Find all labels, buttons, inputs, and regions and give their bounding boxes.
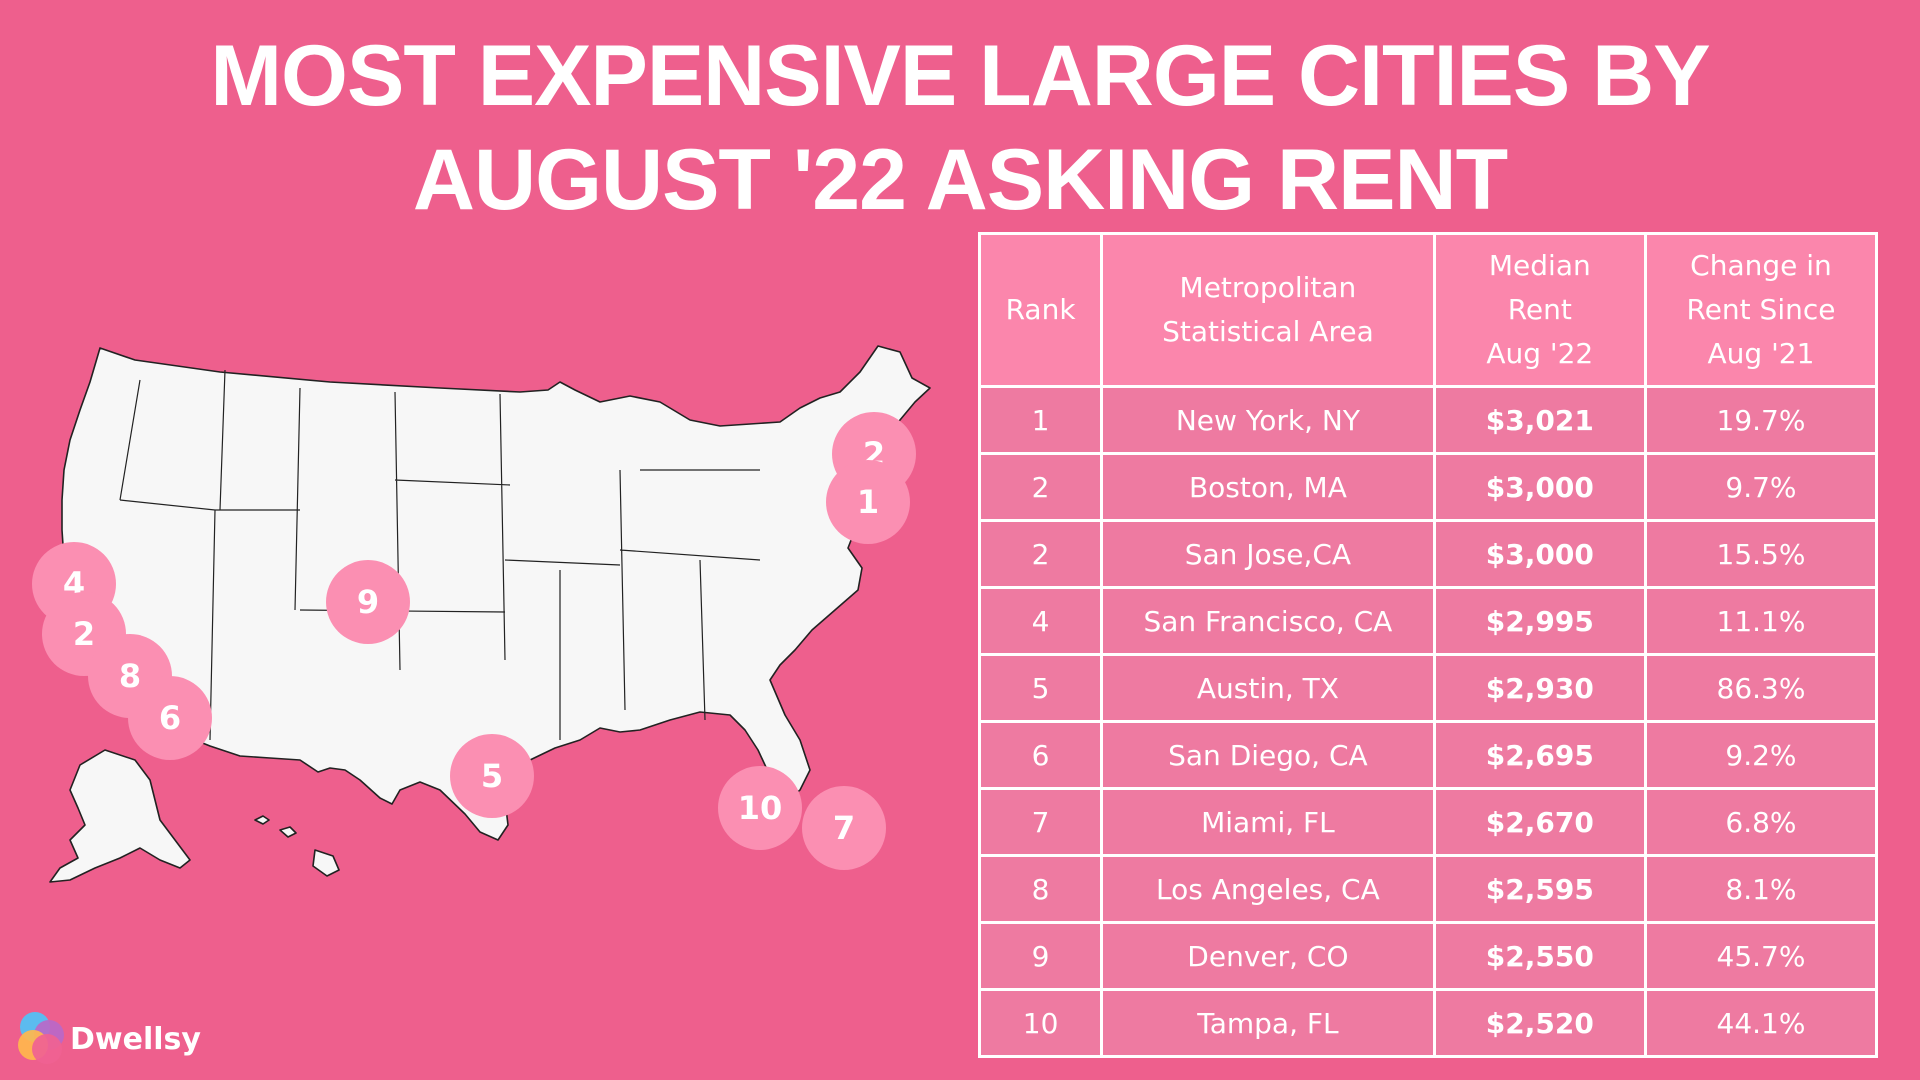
marker-miami: 7 <box>802 786 886 870</box>
table-row: 10 Tampa, FL $2,520 44.1% <box>977 988 1879 1058</box>
title-line-1: MOST EXPENSIVE LARGE CITIES BY <box>210 28 1710 124</box>
table-row: 2 Boston, MA $3,000 9.7% <box>977 452 1879 522</box>
cell-rank: 6 <box>977 720 1104 790</box>
cell-change: 19.7% <box>1643 385 1879 455</box>
cell-rank: 1 <box>977 385 1104 455</box>
cell-change: 44.1% <box>1643 988 1879 1058</box>
cell-change: 8.1% <box>1643 854 1879 924</box>
table-row: 9 Denver, CO $2,550 45.7% <box>977 921 1879 991</box>
table-row: 6 San Diego, CA $2,695 9.2% <box>977 720 1879 790</box>
cell-rent: $2,550 <box>1432 921 1647 991</box>
title-line-2: AUGUST '22 ASKING RENT <box>412 132 1508 228</box>
header-area: Metropolitan Statistical Area <box>1100 232 1436 388</box>
dwellsy-logo: Dwellsy <box>16 1012 201 1066</box>
cell-change: 9.2% <box>1643 720 1879 790</box>
cell-area: Tampa, FL <box>1100 988 1436 1058</box>
cell-area: San Francisco, CA <box>1100 586 1436 656</box>
table-row: 5 Austin, TX $2,930 86.3% <box>977 653 1879 723</box>
cell-rent: $2,695 <box>1432 720 1647 790</box>
cell-area: San Jose,CA <box>1100 519 1436 589</box>
cell-area: Austin, TX <box>1100 653 1436 723</box>
table-header-row: Rank Metropolitan Statistical Area Media… <box>977 232 1879 388</box>
cell-area: Los Angeles, CA <box>1100 854 1436 924</box>
cell-change: 11.1% <box>1643 586 1879 656</box>
cell-rent: $2,670 <box>1432 787 1647 857</box>
cell-area: New York, NY <box>1100 385 1436 455</box>
marker-tampa: 10 <box>718 766 802 850</box>
dwellsy-logo-icon <box>16 1012 64 1066</box>
table-row: 8 Los Angeles, CA $2,595 8.1% <box>977 854 1879 924</box>
alaska-shape <box>49 749 191 883</box>
table-row: 7 Miami, FL $2,670 6.8% <box>977 787 1879 857</box>
cell-rent: $3,021 <box>1432 385 1647 455</box>
rent-table: Rank Metropolitan Statistical Area Media… <box>977 232 1879 1058</box>
cell-area: Denver, CO <box>1100 921 1436 991</box>
cell-change: 6.8% <box>1643 787 1879 857</box>
cell-rank: 8 <box>977 854 1104 924</box>
cell-area: San Diego, CA <box>1100 720 1436 790</box>
header-rank: Rank <box>977 232 1104 388</box>
cell-change: 45.7% <box>1643 921 1879 991</box>
cell-area: Boston, MA <box>1100 452 1436 522</box>
cell-rent: $2,930 <box>1432 653 1647 723</box>
cell-rent: $2,520 <box>1432 988 1647 1058</box>
cell-change: 86.3% <box>1643 653 1879 723</box>
cell-rank: 10 <box>977 988 1104 1058</box>
page-title: MOST EXPENSIVE LARGE CITIES BY AUGUST '2… <box>0 24 1920 232</box>
us-map: 2 1 4 2 8 6 9 5 10 7 <box>0 320 980 920</box>
table-row: 4 San Francisco, CA $2,995 11.1% <box>977 586 1879 656</box>
cell-rank: 7 <box>977 787 1104 857</box>
marker-san-diego: 6 <box>128 676 212 760</box>
cell-change: 15.5% <box>1643 519 1879 589</box>
cell-rent: $3,000 <box>1432 452 1647 522</box>
cell-rent: $2,995 <box>1432 586 1647 656</box>
cell-rank: 5 <box>977 653 1104 723</box>
cell-area: Miami, FL <box>1100 787 1436 857</box>
table-row: 1 New York, NY $3,021 19.7% <box>977 385 1879 455</box>
cell-rank: 2 <box>977 452 1104 522</box>
marker-austin: 5 <box>450 734 534 818</box>
marker-denver: 9 <box>326 560 410 644</box>
cell-rent: $2,595 <box>1432 854 1647 924</box>
cell-rank: 9 <box>977 921 1104 991</box>
cell-rent: $3,000 <box>1432 519 1647 589</box>
header-change: Change in Rent Since Aug '21 <box>1643 232 1879 388</box>
header-rent: Median Rent Aug '22 <box>1432 232 1647 388</box>
table-row: 2 San Jose,CA $3,000 15.5% <box>977 519 1879 589</box>
logo-text: Dwellsy <box>70 1021 201 1057</box>
cell-rank: 4 <box>977 586 1104 656</box>
marker-new-york: 1 <box>826 460 910 544</box>
hawaii-shape <box>254 815 340 877</box>
cell-change: 9.7% <box>1643 452 1879 522</box>
cell-rank: 2 <box>977 519 1104 589</box>
